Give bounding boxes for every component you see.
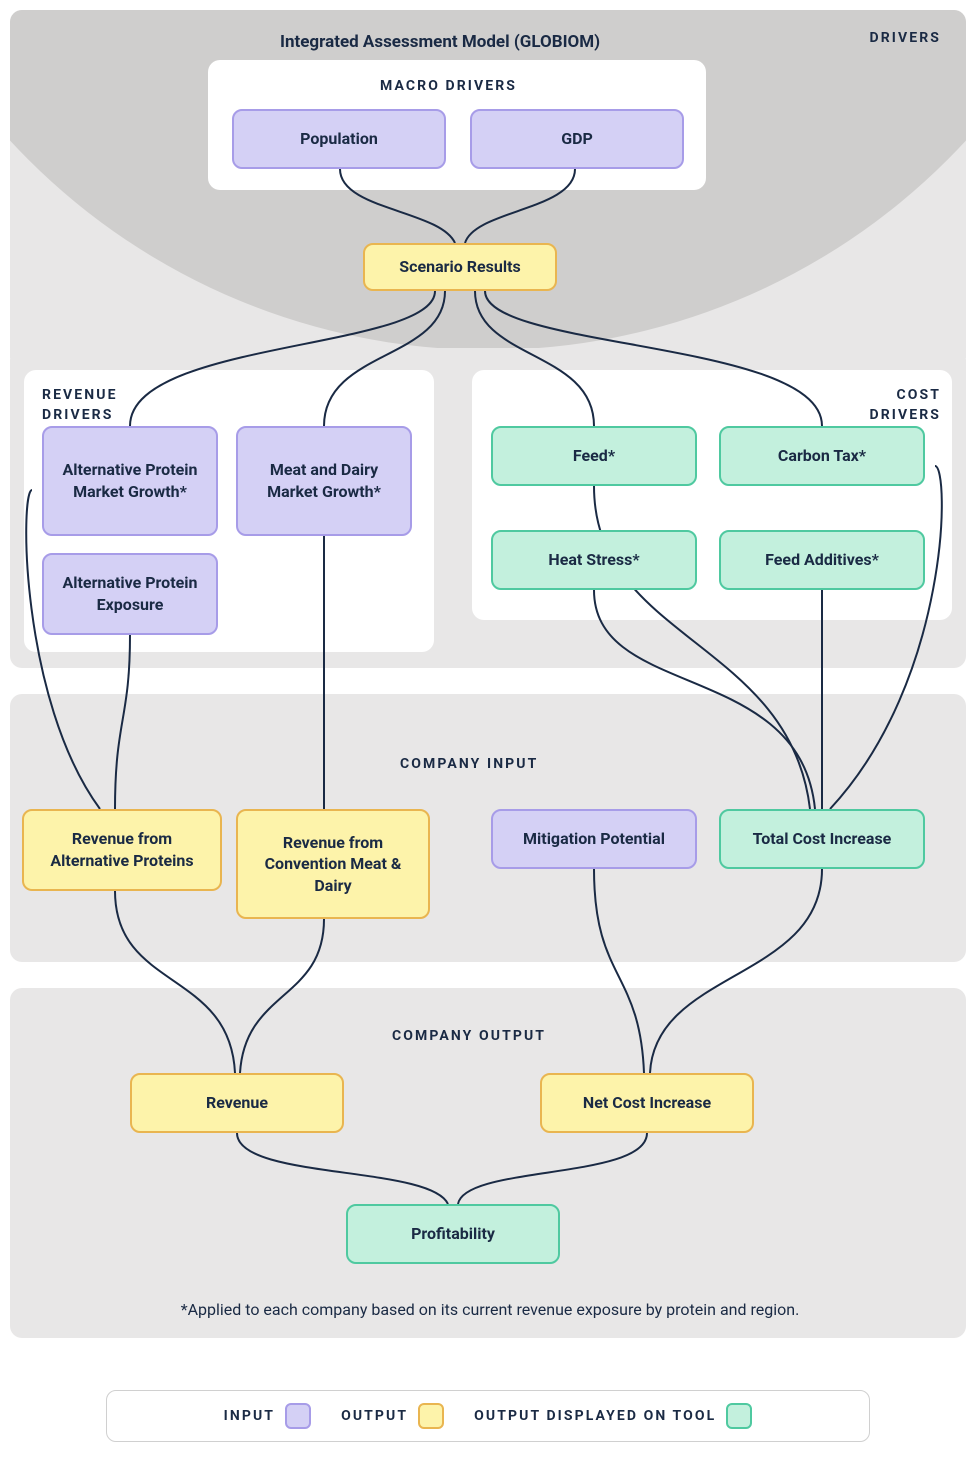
node-label: Profitability bbox=[411, 1223, 495, 1245]
drivers-label: DRIVERS bbox=[870, 30, 941, 46]
legend-label: OUTPUT bbox=[341, 1408, 408, 1424]
company-input-label: COMPANY INPUT bbox=[400, 756, 538, 772]
node-label: Total Cost Increase bbox=[753, 828, 892, 850]
node-meat-dairy-growth: Meat and Dairy Market Growth* bbox=[236, 426, 412, 536]
node-carbon-tax: Carbon Tax* bbox=[719, 426, 925, 486]
node-total-cost-increase: Total Cost Increase bbox=[719, 809, 925, 869]
diagram-canvas: Integrated Assessment Model (GLOBIOM) DR… bbox=[0, 0, 975, 1466]
node-label: Feed Additives* bbox=[765, 549, 879, 571]
node-rev-conv-meat: Revenue from Convention Meat & Dairy bbox=[236, 809, 430, 919]
macro-drivers-label: MACRO DRIVERS bbox=[380, 78, 517, 94]
node-alt-protein-exposure: Alternative Protein Exposure bbox=[42, 553, 218, 635]
node-label: Revenue bbox=[206, 1092, 268, 1114]
legend-item-tool: OUTPUT DISPLAYED ON TOOL bbox=[474, 1403, 752, 1429]
node-label: GDP bbox=[561, 128, 593, 150]
node-heat-stress: Heat Stress* bbox=[491, 530, 697, 590]
model-title: Integrated Assessment Model (GLOBIOM) bbox=[280, 32, 600, 52]
swatch-tool bbox=[726, 1403, 752, 1429]
node-label: Alternative Protein Exposure bbox=[52, 572, 208, 615]
node-net-cost-increase: Net Cost Increase bbox=[540, 1073, 754, 1133]
legend-label: OUTPUT DISPLAYED ON TOOL bbox=[474, 1408, 716, 1424]
node-population: Population bbox=[232, 109, 446, 169]
company-output-label: COMPANY OUTPUT bbox=[392, 1028, 546, 1044]
swatch-input bbox=[285, 1403, 311, 1429]
node-profitability: Profitability bbox=[346, 1204, 560, 1264]
revenue-drivers-label: REVENUE DRIVERS bbox=[42, 386, 162, 425]
node-revenue: Revenue bbox=[130, 1073, 344, 1133]
legend-item-output: OUTPUT bbox=[341, 1403, 444, 1429]
node-feed-additives: Feed Additives* bbox=[719, 530, 925, 590]
node-label: Carbon Tax* bbox=[778, 445, 866, 467]
cost-drivers-label: COST DRIVERS bbox=[841, 386, 941, 425]
node-alt-protein-growth: Alternative Protein Market Growth* bbox=[42, 426, 218, 536]
swatch-output bbox=[418, 1403, 444, 1429]
node-label: Mitigation Potential bbox=[523, 828, 665, 850]
node-gdp: GDP bbox=[470, 109, 684, 169]
node-label: Net Cost Increase bbox=[583, 1092, 711, 1114]
node-label: Feed* bbox=[573, 445, 615, 467]
node-label: Population bbox=[300, 128, 378, 150]
node-label: Revenue from Alternative Proteins bbox=[32, 828, 212, 871]
node-rev-alt-proteins: Revenue from Alternative Proteins bbox=[22, 809, 222, 891]
legend-item-input: INPUT bbox=[224, 1403, 311, 1429]
node-scenario-results: Scenario Results bbox=[363, 243, 557, 291]
node-label: Revenue from Convention Meat & Dairy bbox=[246, 832, 420, 897]
node-mitigation-potential: Mitigation Potential bbox=[491, 809, 697, 869]
node-label: Heat Stress* bbox=[548, 549, 639, 571]
node-label: Meat and Dairy Market Growth* bbox=[246, 459, 402, 502]
node-feed: Feed* bbox=[491, 426, 697, 486]
footnote: *Applied to each company based on its cu… bbox=[120, 1300, 860, 1319]
legend-label: INPUT bbox=[224, 1408, 275, 1424]
node-label: Scenario Results bbox=[399, 256, 520, 278]
node-label: Alternative Protein Market Growth* bbox=[52, 459, 208, 502]
legend: INPUT OUTPUT OUTPUT DISPLAYED ON TOOL bbox=[106, 1390, 870, 1442]
